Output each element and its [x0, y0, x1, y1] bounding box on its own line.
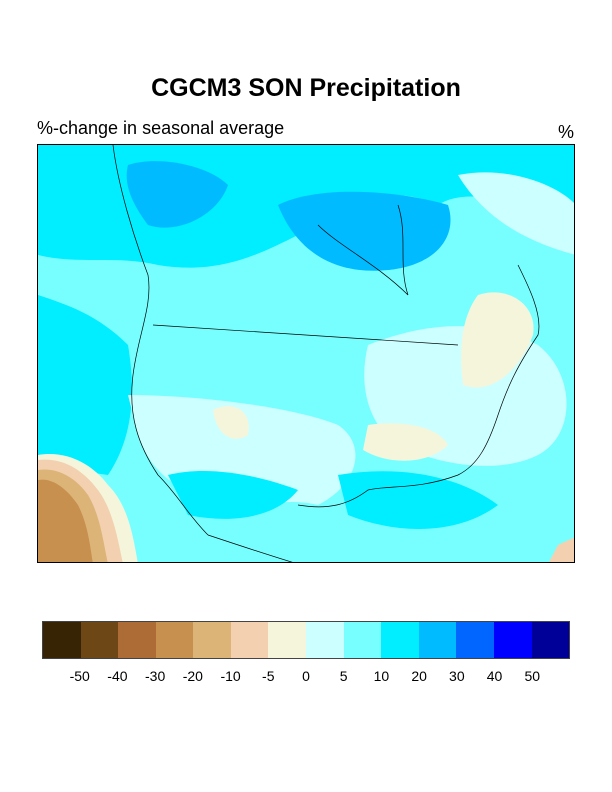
colorbar-swatch	[80, 622, 119, 658]
contour-neg-southeast	[363, 423, 448, 461]
colorbar-tick-label: -20	[182, 668, 203, 684]
colorbar-tick-label: 0	[302, 668, 310, 684]
contour-mexico	[168, 470, 298, 519]
plot-subtitle: %-change in seasonal average	[37, 118, 285, 138]
units-label: %	[558, 122, 575, 142]
colorbar-swatch	[531, 622, 570, 658]
colorbar-swatch	[155, 622, 194, 658]
colorbar-tick-label: -40	[107, 668, 128, 684]
colorbar	[42, 621, 570, 659]
colorbar-tick-label: 20	[411, 668, 427, 684]
colorbar-swatch	[268, 622, 307, 658]
colorbar-swatch	[456, 622, 494, 658]
coastlines-borders	[112, 145, 540, 562]
colorbar-swatch	[418, 622, 457, 658]
map-contours	[38, 145, 574, 562]
colorbar-tick-label: 40	[486, 668, 503, 684]
colorbar-tick-label: 50	[524, 668, 541, 684]
contour-neg-colorado	[213, 406, 249, 439]
colorbar-swatch	[381, 622, 419, 658]
colorbar-tick-label: 30	[449, 668, 465, 684]
colorbar-tick-label: -30	[145, 668, 166, 684]
colorbar-tick-label: 10	[373, 668, 390, 684]
contour-20-30-hudson	[278, 191, 451, 271]
colorbar-tick-label: -10	[220, 668, 241, 684]
colorbar-tick-label: -50	[69, 668, 90, 684]
colorbar-swatch	[343, 622, 382, 658]
contour-neg-northeast	[461, 292, 534, 388]
precipitation-map	[37, 144, 575, 563]
colorbar-swatch	[493, 622, 532, 658]
plot-title: CGCM3 SON Precipitation	[151, 74, 461, 102]
colorbar-swatch	[43, 622, 81, 658]
colorbar-swatch	[230, 622, 269, 658]
colorbar-tick-label: 5	[339, 668, 348, 684]
contour-gulf	[338, 471, 498, 529]
contour-pacific-20	[38, 479, 93, 562]
contour-20-30-west	[126, 161, 228, 228]
colorbar-swatch	[193, 622, 231, 658]
colorbar-labels: -50 -40 -30 -20 -10 -5 0 5 10 20 30 40 50	[0, 668, 612, 688]
colorbar-swatch	[118, 622, 156, 658]
contour-atlantic	[549, 537, 574, 562]
contour-west	[38, 295, 132, 475]
colorbar-swatch	[306, 622, 344, 658]
contour-0-5-ne	[458, 172, 574, 255]
colorbar-tick-label: -5	[262, 668, 275, 684]
